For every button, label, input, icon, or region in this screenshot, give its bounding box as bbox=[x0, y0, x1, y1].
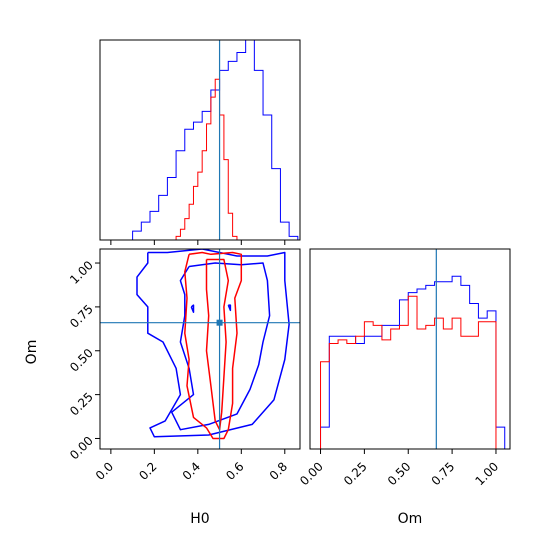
contour-blue-4 bbox=[190, 304, 195, 313]
contour-xtick-label: 0.2 bbox=[136, 459, 159, 482]
xlabel-om: Om bbox=[398, 511, 423, 527]
hist-om-xtick-label: 0.50 bbox=[385, 459, 414, 488]
contour-ytick-label: 0.50 bbox=[67, 346, 96, 375]
contour-xtick-label: 0.6 bbox=[223, 459, 246, 482]
contour-red-2 bbox=[205, 258, 230, 431]
hist-om-xtick-label: 0.00 bbox=[297, 459, 326, 488]
panel-contour-h0-om: 0.0 0.2 0.4 0.6 0.8 0.00 0.25 0.50 0.75 1.00 bbox=[67, 248, 301, 483]
contour-red-1 bbox=[184, 251, 243, 440]
xlabel-h0: H0 bbox=[190, 511, 209, 527]
contour-blue-2 bbox=[170, 262, 271, 431]
axes-frame-contour bbox=[99, 248, 301, 450]
contour-xtick-label: 0.0 bbox=[93, 459, 116, 482]
axes-frame-hist-om bbox=[309, 248, 511, 450]
contour-ytick-label: 0.75 bbox=[67, 302, 96, 331]
hist-om-xtick-label: 0.75 bbox=[429, 459, 458, 488]
contour-blue-1 bbox=[136, 249, 290, 438]
hist-h0-blue-series bbox=[123, 40, 299, 240]
hist-om-xtick-label: 0.25 bbox=[341, 459, 370, 488]
truth-marker bbox=[216, 319, 223, 326]
contour-xtick-label: 0.8 bbox=[267, 459, 290, 482]
contour-blue-3 bbox=[227, 304, 232, 312]
contour-ytick-label: 0.25 bbox=[67, 390, 96, 419]
hist-om-red-series bbox=[320, 295, 497, 449]
ylabel-om: Om bbox=[24, 340, 40, 365]
hist-om-xtick-label: 1.00 bbox=[473, 459, 502, 488]
panel-hist-om: 0.00 0.25 0.50 0.75 1.00 bbox=[297, 248, 511, 488]
panel-hist-h0 bbox=[99, 39, 301, 245]
contour-xtick-label: 0.4 bbox=[180, 459, 203, 482]
axes-frame-hist-h0 bbox=[99, 39, 301, 241]
contour-ytick-label: 1.00 bbox=[67, 258, 96, 287]
hist-om-blue-series bbox=[320, 275, 506, 449]
hist-h0-red-series bbox=[175, 78, 242, 240]
contour-ytick-label: 0.00 bbox=[67, 434, 96, 463]
